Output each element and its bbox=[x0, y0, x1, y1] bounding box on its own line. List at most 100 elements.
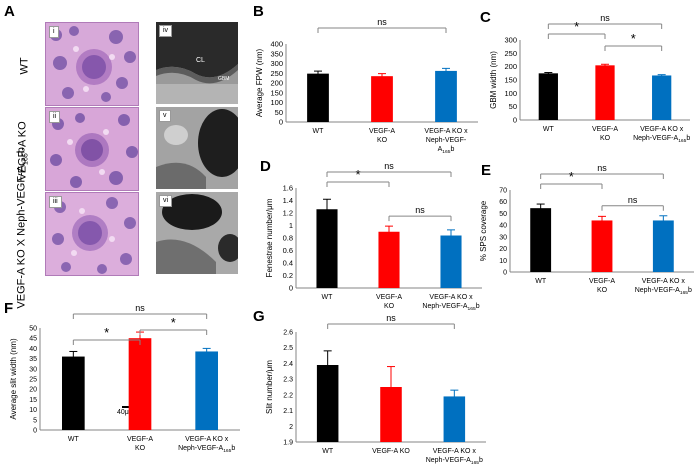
y-tick-label-e: 40 bbox=[499, 223, 507, 230]
sig-label-d-2: ns bbox=[415, 205, 425, 215]
chart-e: 0 10 20 30 40 50 60 70 % SPS coverage WT VEGF-A KO V… bbox=[479, 163, 694, 296]
y-tick-label-g: 2.3 bbox=[283, 377, 293, 384]
histology-image-ii: ii bbox=[45, 107, 139, 191]
category-label-f-1: VEGF-A KO bbox=[127, 436, 153, 452]
y-tick-label-d: 1 bbox=[289, 221, 293, 230]
y-tick-label-e: 20 bbox=[499, 246, 507, 253]
y-tick-label-g: 1.9 bbox=[283, 440, 293, 447]
y-axis-label-b: Average FPW (nm) bbox=[255, 49, 264, 118]
panel-letter-c: C bbox=[480, 9, 491, 26]
sig-label-c-0: ns bbox=[600, 13, 610, 23]
category-label-e-0: WT bbox=[535, 278, 547, 285]
bar-g-1 bbox=[380, 387, 402, 442]
category-label-b-1: VEGF-A KO bbox=[369, 128, 395, 144]
bar-f-1 bbox=[128, 338, 152, 430]
y-tick-label-g: 2.6 bbox=[283, 330, 293, 337]
chart-g: 1.9 2 2.1 2.2 2.3 2.4 2.5 2.6 Slit number/μm WT VE… bbox=[265, 313, 486, 466]
y-tick-label-f: 35 bbox=[29, 356, 37, 363]
y-tick-label-g: 2.4 bbox=[283, 361, 293, 368]
y-tick-label-b: 150 bbox=[270, 88, 283, 97]
roman-label-v: v bbox=[159, 110, 171, 122]
bar-c-1 bbox=[595, 65, 615, 120]
row-label-ko-neph: VEGF-A KO X Neph-VEGF-A165b bbox=[15, 147, 32, 308]
y-tick-label-e: 50 bbox=[499, 211, 507, 218]
bar-c-0 bbox=[538, 73, 558, 120]
em-image-vi: vi bbox=[156, 192, 238, 274]
y-tick-label-b: 0 bbox=[279, 118, 283, 127]
sig-label-g-0: ns bbox=[386, 313, 396, 323]
y-tick-label-f: 20 bbox=[29, 387, 37, 394]
category-label-d-1: VEGF-A KO bbox=[376, 294, 402, 310]
panel-letter-d: D bbox=[260, 158, 271, 175]
y-tick-label-f: 15 bbox=[29, 397, 37, 404]
panel-letter-a: A bbox=[4, 3, 15, 20]
y-tick-label-f: 10 bbox=[29, 407, 37, 414]
sig-label-b-0: ns bbox=[377, 17, 387, 27]
y-tick-label-d: 1.2 bbox=[283, 209, 293, 218]
y-tick-label-f: 5 bbox=[33, 417, 37, 424]
panel-letter-b: B bbox=[253, 3, 264, 20]
category-label-c-0: WT bbox=[543, 126, 555, 133]
y-tick-label-d: 0.4 bbox=[283, 259, 293, 268]
y-axis-label-c: GBM width (nm) bbox=[489, 51, 498, 109]
y-tick-label-f: 50 bbox=[29, 326, 37, 333]
category-label-d-2: VEGF-A KO x Neph-VEGF-A165b bbox=[422, 294, 479, 312]
bar-b-0 bbox=[307, 73, 329, 122]
bar-b-2 bbox=[435, 70, 457, 122]
bar-g-0 bbox=[316, 365, 339, 442]
y-tick-label-d: 0 bbox=[289, 284, 293, 293]
sig-label-c-1: * bbox=[574, 19, 579, 34]
panel-letter-g: G bbox=[253, 308, 265, 325]
bar-e-2 bbox=[652, 220, 674, 272]
row-label-suffix: b bbox=[15, 147, 28, 154]
sig-label-e-2: ns bbox=[628, 195, 638, 205]
row-label-wt: WT bbox=[18, 57, 31, 75]
y-tick-label-c: 300 bbox=[504, 36, 517, 45]
y-tick-label-e: 10 bbox=[499, 258, 507, 265]
roman-label-iv: iv bbox=[159, 25, 173, 37]
y-axis-label-d: Fenestrae number/μm bbox=[265, 198, 274, 277]
category-label-f-2: VEGF-A KO x Neph-VEGF-A165b bbox=[178, 436, 235, 454]
y-tick-label-b: 250 bbox=[270, 69, 283, 78]
y-tick-label-b: 200 bbox=[270, 79, 283, 88]
y-tick-label-e: 70 bbox=[499, 188, 507, 195]
y-tick-label-d: 0.6 bbox=[283, 246, 293, 255]
y-axis-label-g: Slit number/μm bbox=[265, 360, 274, 414]
bar-g-2 bbox=[443, 396, 466, 442]
sig-label-f-1: * bbox=[104, 325, 109, 340]
y-tick-label-f: 45 bbox=[29, 336, 37, 343]
y-tick-label-b: 100 bbox=[270, 98, 283, 107]
scale-bar-label: 40μm bbox=[117, 409, 135, 416]
em-image-iv: CL GBM iv bbox=[156, 22, 238, 104]
category-label-c-2: VEGF-A KO x Neph-VEGF-A165b bbox=[633, 126, 690, 144]
chart-f: 0 5 10 15 20 25 30 35 40 45 50 Average slit width (… bbox=[9, 303, 240, 454]
bar-d-0 bbox=[316, 209, 338, 288]
category-label-g-1: VEGF-A KO bbox=[372, 448, 410, 455]
y-tick-label-b: 300 bbox=[270, 59, 283, 68]
bar-f-2 bbox=[195, 351, 218, 430]
y-tick-label-e: 30 bbox=[499, 234, 507, 241]
y-axis-label-f: Average slit width (nm) bbox=[9, 338, 18, 420]
y-tick-label-g: 2 bbox=[289, 424, 293, 431]
sig-label-f-0: ns bbox=[135, 303, 145, 313]
y-tick-label-c: 200 bbox=[504, 62, 517, 71]
row-label-subscript: 165 bbox=[22, 153, 30, 165]
roman-label-vi: vi bbox=[159, 195, 173, 207]
y-tick-label-b: 50 bbox=[275, 108, 283, 117]
chart-c: 0 50 100 150 200 250 300 GBM width (nm) WT VEGF-A… bbox=[489, 13, 690, 144]
category-label-b-0: WT bbox=[313, 128, 325, 135]
y-tick-label-d: 1.4 bbox=[283, 196, 293, 205]
category-label-g-0: WT bbox=[322, 448, 334, 455]
roman-label-ii: ii bbox=[49, 111, 61, 123]
bar-d-1 bbox=[378, 231, 400, 288]
y-axis-label-e: % SPS coverage bbox=[479, 200, 488, 261]
y-tick-label-d: 0.8 bbox=[283, 234, 293, 243]
sig-label-e-0: ns bbox=[597, 163, 607, 173]
y-tick-label-f: 30 bbox=[29, 366, 37, 373]
y-tick-label-c: 50 bbox=[509, 102, 517, 111]
y-tick-label-e: 60 bbox=[499, 199, 507, 206]
sig-label-e-1: * bbox=[569, 169, 574, 184]
y-tick-label-g: 2.1 bbox=[283, 408, 293, 415]
roman-label-iii: iii bbox=[49, 196, 62, 208]
em-image-v: v bbox=[156, 107, 238, 189]
